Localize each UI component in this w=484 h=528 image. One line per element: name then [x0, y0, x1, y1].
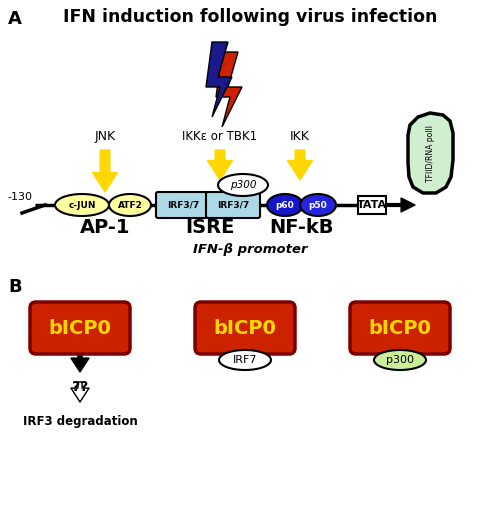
- Text: JNK: JNK: [94, 130, 115, 143]
- FancyBboxPatch shape: [206, 192, 259, 218]
- Text: B: B: [8, 278, 22, 296]
- Text: bICP0: bICP0: [213, 318, 276, 337]
- Text: AP-1: AP-1: [79, 218, 130, 237]
- Text: bICP0: bICP0: [48, 318, 111, 337]
- Text: TATA: TATA: [356, 200, 386, 210]
- Text: TFIID/RNA polII: TFIID/RNA polII: [425, 125, 435, 182]
- Ellipse shape: [267, 194, 302, 216]
- Text: IKKε or TBK1: IKKε or TBK1: [182, 130, 257, 143]
- Text: c-JUN: c-JUN: [68, 201, 95, 210]
- Text: p300: p300: [229, 180, 256, 190]
- Text: p60: p60: [275, 201, 294, 210]
- Polygon shape: [206, 42, 231, 117]
- Text: IFN-β promoter: IFN-β promoter: [192, 243, 307, 256]
- Text: IRF7: IRF7: [232, 355, 257, 365]
- Polygon shape: [407, 113, 452, 193]
- Ellipse shape: [300, 194, 335, 216]
- Text: p300: p300: [385, 355, 413, 365]
- FancyBboxPatch shape: [156, 192, 210, 218]
- Text: A: A: [8, 10, 22, 28]
- Ellipse shape: [109, 194, 151, 216]
- FancyBboxPatch shape: [349, 302, 449, 354]
- Text: ISRE: ISRE: [185, 218, 234, 237]
- Text: IRF3/7: IRF3/7: [216, 201, 249, 210]
- Text: IFN induction following virus infection: IFN induction following virus infection: [63, 8, 436, 26]
- FancyBboxPatch shape: [195, 302, 294, 354]
- Ellipse shape: [373, 350, 425, 370]
- Ellipse shape: [219, 350, 271, 370]
- Text: IRF3 degradation: IRF3 degradation: [23, 415, 137, 428]
- Text: p50: p50: [308, 201, 327, 210]
- Text: IKK: IKK: [289, 130, 309, 143]
- Polygon shape: [215, 52, 242, 127]
- Text: IRF3/7: IRF3/7: [166, 201, 199, 210]
- Text: -130: -130: [7, 192, 32, 202]
- Ellipse shape: [55, 194, 109, 216]
- Text: NF-kB: NF-kB: [269, 218, 333, 237]
- Ellipse shape: [217, 174, 268, 196]
- Text: ??: ??: [72, 380, 88, 394]
- Text: bICP0: bICP0: [368, 318, 431, 337]
- Text: ATF2: ATF2: [117, 201, 142, 210]
- FancyBboxPatch shape: [30, 302, 130, 354]
- FancyBboxPatch shape: [357, 196, 385, 214]
